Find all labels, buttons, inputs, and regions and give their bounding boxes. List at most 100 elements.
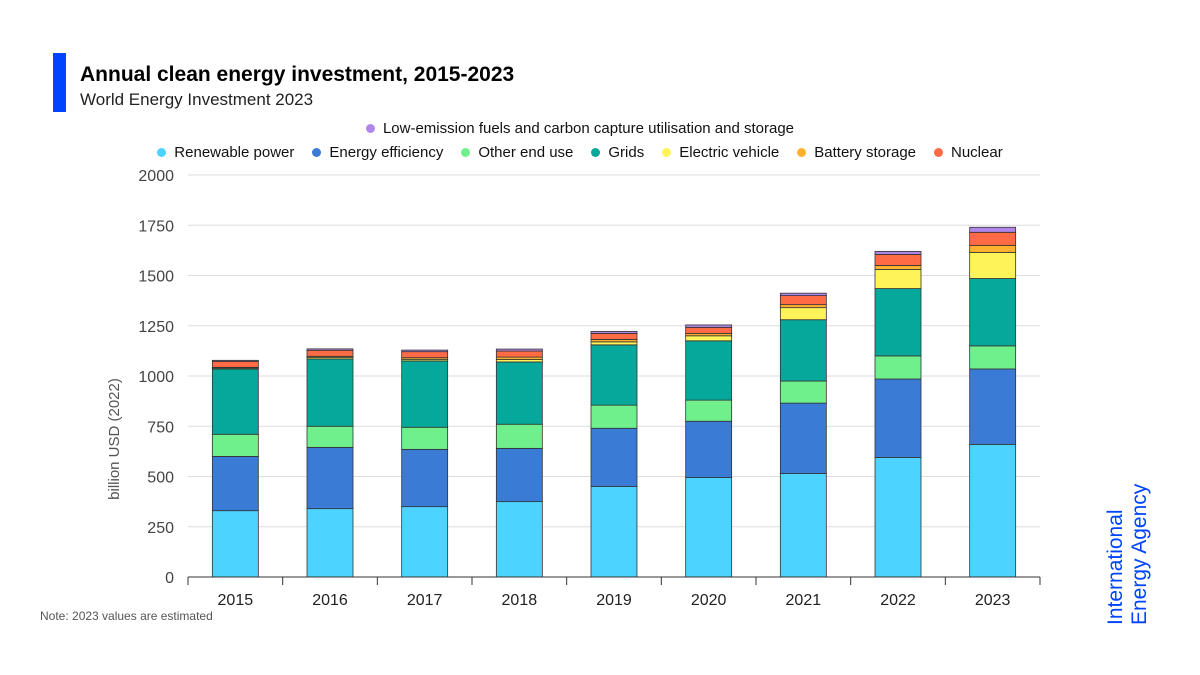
bar-2015-nuclear [211,360,259,368]
x-tick-label-2016: 2016 [312,592,348,609]
bar-2016-energy-efficiency [306,446,354,510]
bar-2023-energy-efficiency [969,368,1017,445]
bar-2022-low-emission-fuels-and-carbon-capture-utilisation-and-storage [874,250,922,255]
iea-logo: International Energy Agency [1104,483,1151,625]
y-tick-label-1000: 1000 [138,369,174,386]
chart-title: Annual clean energy investment, 2015-202… [80,63,515,86]
bar-2020-energy-efficiency [685,420,733,478]
bar-2021-battery-storage [779,304,827,309]
x-tick-label-2015: 2015 [218,592,254,609]
y-tick-label-1750: 1750 [138,218,174,235]
bar-2020-renewable-power [685,477,733,578]
x-tick-label-2020: 2020 [691,592,727,609]
legend-dot-energy-efficiency [312,148,322,157]
bar-2021-nuclear [779,295,827,306]
bar-2017-energy-efficiency [401,448,449,508]
y-tick-label-1500: 1500 [138,269,174,286]
legend-item-battery-storage: Battery storage [797,144,916,161]
legend-label-renewable-power: Renewable power [174,144,295,161]
bar-2016-renewable-power [306,508,354,578]
legend-dot-electric-vehicle [662,148,672,157]
bar-2020-low-emission-fuels-and-carbon-capture-utilisation-and-storage [685,324,733,328]
legend-dot-renewable-power [157,148,167,157]
y-tick-label-1250: 1250 [138,319,174,336]
legend-label-nuclear: Nuclear [951,144,1003,161]
bar-2022-nuclear [874,253,922,266]
bar-2017-low-emission-fuels-and-carbon-capture-utilisation-and-storage [401,349,449,353]
bar-2015-renewable-power [211,510,259,578]
bar-2023-battery-storage [969,244,1017,253]
legend-row-1: Low-emission fuels and carbon capture ut… [0,120,1160,137]
x-tick-label-2018: 2018 [502,592,538,609]
legend-dot-low-emission-fuels [365,124,375,133]
bar-2018-other-end-use [495,423,543,449]
legend-label-grids: Grids [608,144,645,161]
bar-2023-electric-vehicle [969,251,1017,279]
bar-2018-renewable-power [495,501,543,578]
bar-2018-energy-efficiency [495,447,543,503]
legend-dot-nuclear [934,148,943,157]
bar-2019-renewable-power [590,486,638,578]
x-tick-label-2017: 2017 [407,592,443,609]
x-tick-label-2019: 2019 [596,592,632,609]
bar-2022-renewable-power [874,457,922,578]
title-accent-bar [53,53,66,112]
bar-2017-other-end-use [401,426,449,450]
bar-2018-low-emission-fuels-and-carbon-capture-utilisation-and-storage [495,348,543,352]
y-tick-label-750: 750 [147,419,174,436]
legend-label-other-end-use: Other end use [478,144,574,161]
legend-dot-grids [591,148,601,157]
legend-item-grids: Grids [591,144,644,161]
legend-item-renewable-power: Renewable power [157,144,294,161]
bar-2015-energy-efficiency [211,455,259,512]
x-tick-label-2021: 2021 [786,592,822,609]
bar-2019-electric-vehicle [590,341,638,346]
bar-2015-grids [211,368,259,435]
bar-2022-other-end-use [874,355,922,380]
bar-2018-grids [495,361,543,425]
bar-2017-renewable-power [401,506,449,578]
legend-label-battery-storage: Battery storage [814,144,916,161]
logo-line-1: International [1104,509,1127,625]
x-tick-label-2022: 2022 [880,592,916,609]
legend-item-energy-efficiency: Energy efficiency [312,144,443,161]
bar-2023-nuclear [969,231,1017,246]
bar-2019-nuclear [590,332,638,340]
bar-2023-renewable-power [969,443,1017,578]
bar-2016-other-end-use [306,425,354,448]
bar-2019-grids [590,344,638,406]
bar-2021-other-end-use [779,380,827,404]
legend-label-low-emission-fuels: Low-emission fuels and carbon capture ut… [382,120,795,137]
bar-2020-nuclear [685,326,733,334]
bar-2016-grids [306,358,354,427]
legend-label-energy-efficiency: Energy efficiency [329,144,444,161]
bar-2021-grids [779,319,827,382]
bar-2021-energy-efficiency [779,402,827,474]
legend-label-electric-vehicle: Electric vehicle [679,144,780,161]
bar-2015-low-emission-fuels-and-carbon-capture-utilisation-and-storage [211,359,259,362]
y-tick-label-0: 0 [165,570,174,587]
x-tick-label-2023: 2023 [975,592,1011,609]
logo-line-2: Energy Agency [1128,483,1151,625]
bar-2022-grids [874,288,922,357]
bar-2021-low-emission-fuels-and-carbon-capture-utilisation-and-storage [779,292,827,296]
bar-2018-nuclear [495,350,543,358]
y-tick-label-500: 500 [147,470,174,487]
legend-dot-other-end-use [461,148,471,157]
legend-row-2: Renewable power Energy efficiency Other … [0,144,1160,161]
bar-2022-energy-efficiency [874,378,922,458]
bar-2017-grids [401,360,449,428]
bar-2023-grids [969,278,1017,347]
y-tick-label-2000: 2000 [138,168,174,185]
legend-item-nuclear: Nuclear [934,144,1003,161]
legend-item-low-emission-fuels: Low-emission fuels and carbon capture ut… [365,120,795,137]
legend-item-other-end-use: Other end use [461,144,573,161]
y-tick-label-250: 250 [147,520,174,537]
y-axis-label: billion USD (2022) [106,378,123,500]
bar-2022-electric-vehicle [874,269,922,289]
chart-note: Note: 2023 values are estimated [40,609,213,623]
bar-2016-low-emission-fuels-and-carbon-capture-utilisation-and-storage [306,348,354,351]
bar-2019-energy-efficiency [590,427,638,487]
bar-2023-other-end-use [969,345,1017,370]
